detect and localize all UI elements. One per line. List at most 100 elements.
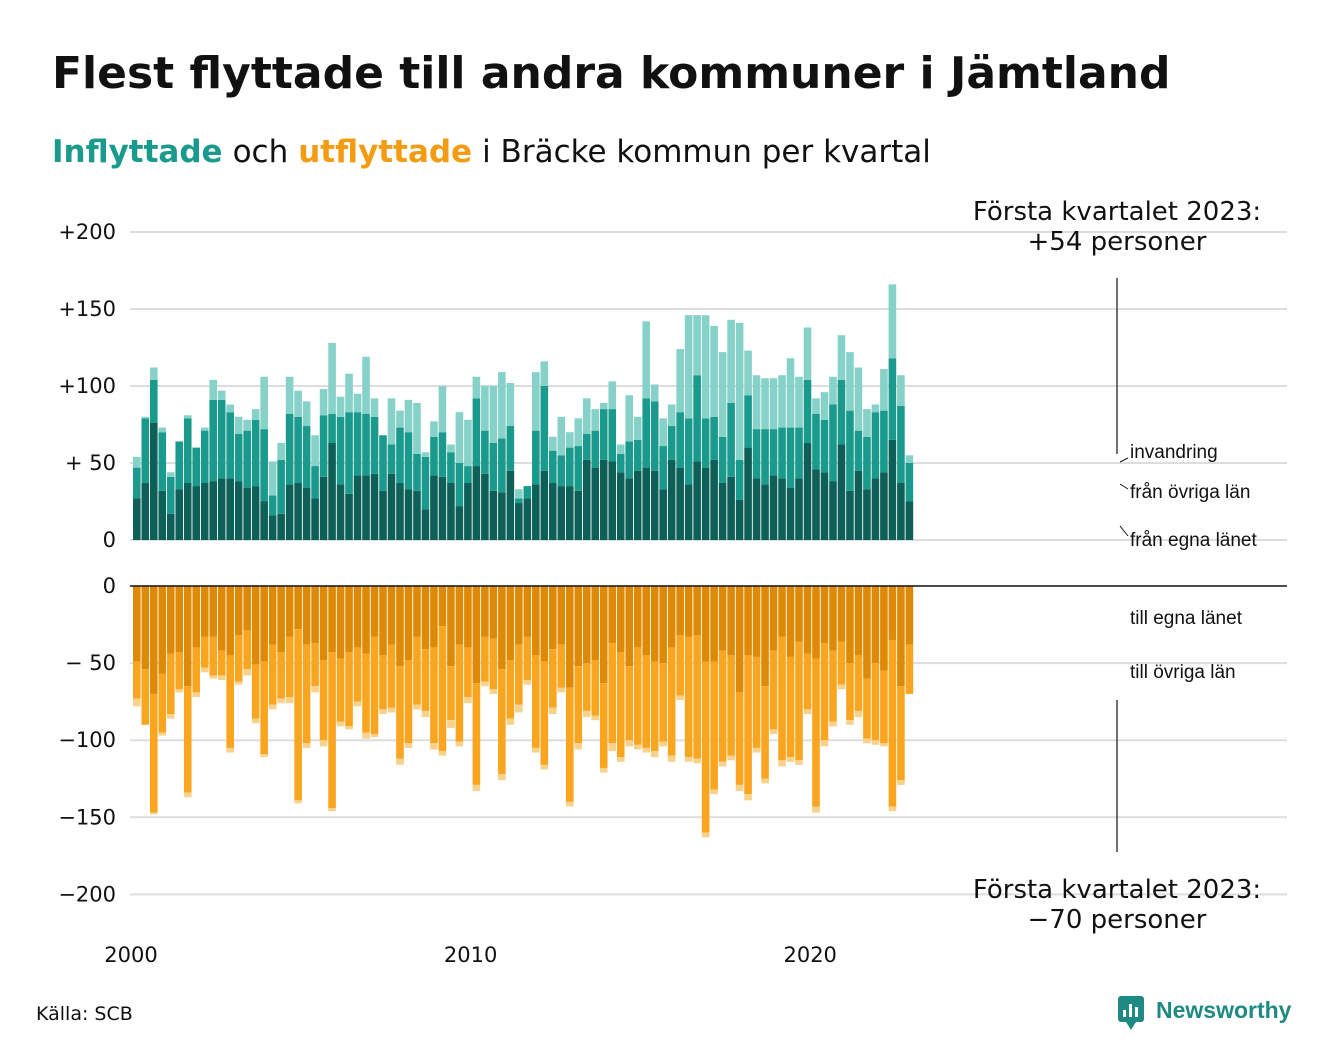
bar-till-egna-lanet [650, 586, 659, 662]
bar-till-ovriga-lan [260, 661, 268, 755]
bar-till-egna-lanet [633, 586, 642, 648]
bar-till-egna-lanet [413, 586, 421, 637]
bar-invandring [769, 378, 778, 430]
bar-till-egna-lanet [234, 586, 243, 636]
bar-till-ovriga-lan [353, 647, 362, 702]
bar-till-egna-lanet [515, 586, 523, 645]
bar-till-egna-lanet [888, 586, 897, 640]
bar-fran-egna-lanet [701, 467, 710, 540]
bar-invandring [387, 398, 396, 445]
bar-utflyttning-ovrigt [744, 794, 752, 801]
bar-fran-ovriga-lan [396, 427, 404, 484]
bar-utflyttning-ovrigt [506, 718, 515, 725]
bar-till-ovriga-lan [489, 638, 498, 690]
bar-till-egna-lanet [302, 586, 311, 645]
bar-utflyttning-ovrigt [854, 710, 863, 718]
bar-till-ovriga-lan [701, 661, 710, 833]
bar-till-egna-lanet [251, 586, 260, 665]
bar-fran-egna-lanet [684, 484, 693, 540]
bar-fran-ovriga-lan [608, 409, 617, 462]
bar-invandring [472, 376, 481, 399]
bar-till-ovriga-lan [294, 629, 302, 801]
bar-invandring [294, 390, 302, 417]
bar-till-egna-lanet [158, 586, 167, 674]
bar-utflyttning-ovrigt [684, 757, 693, 762]
bar-till-egna-lanet [481, 586, 489, 637]
bar-utflyttning-ovrigt [387, 707, 396, 713]
leader-fran-ovriga-lan [1119, 483, 1129, 490]
bar-invandring [650, 384, 659, 402]
bar-till-ovriga-lan [209, 636, 218, 676]
bar-fran-ovriga-lan [217, 399, 226, 479]
bar-fran-egna-lanet [574, 490, 583, 540]
bar-fran-ovriga-lan [149, 379, 158, 423]
bar-till-ovriga-lan [616, 652, 625, 758]
bar-fran-egna-lanet [370, 473, 379, 540]
bar-fran-egna-lanet [251, 486, 260, 540]
bar-till-ovriga-lan [421, 649, 430, 711]
bar-till-egna-lanet [625, 586, 634, 667]
bar-fran-ovriga-lan [659, 446, 667, 490]
bar-fran-egna-lanet [243, 487, 251, 540]
bar-till-egna-lanet [752, 586, 761, 657]
bar-fran-egna-lanet [761, 484, 769, 540]
bar-fran-ovriga-lan [345, 412, 353, 494]
bar-invandring [642, 321, 650, 399]
bar-till-egna-lanet [897, 586, 905, 687]
bar-till-ovriga-lan [786, 656, 795, 758]
bar-till-ovriga-lan [498, 669, 506, 775]
bar-invandring [701, 315, 710, 419]
bar-fran-egna-lanet [820, 472, 829, 540]
bar-till-egna-lanet [727, 586, 735, 656]
bar-till-ovriga-lan [684, 636, 693, 758]
bar-till-ovriga-lan [837, 641, 846, 685]
bar-utflyttning-ovrigt [591, 715, 600, 721]
chart-title: Flest flyttade till andra kommuner i Jäm… [52, 48, 1171, 99]
bar-utflyttning-ovrigt [676, 695, 684, 701]
bar-fran-ovriga-lan [183, 418, 192, 484]
bar-utflyttning-ovrigt [837, 684, 846, 690]
bar-fran-egna-lanet [447, 483, 455, 540]
bar-till-ovriga-lan [277, 652, 285, 699]
bar-fran-egna-lanet [200, 483, 209, 540]
bar-till-egna-lanet [209, 586, 218, 637]
bar-till-ovriga-lan [769, 650, 778, 730]
bar-invandring [710, 325, 718, 417]
bar-invandring [871, 404, 880, 413]
bar-till-egna-lanet [744, 586, 752, 656]
bar-utflyttning-ovrigt [234, 681, 243, 685]
bar-invandring [251, 409, 260, 420]
bar-invandring [277, 442, 285, 460]
bar-till-ovriga-lan [515, 644, 523, 705]
newsworthy-logo: Newsworthy [1118, 996, 1292, 1030]
bar-fran-ovriga-lan [863, 436, 871, 490]
bar-fran-ovriga-lan [880, 410, 888, 473]
bar-fran-egna-lanet [302, 487, 311, 540]
bar-till-egna-lanet [311, 586, 319, 644]
bar-fran-egna-lanet [846, 490, 854, 540]
bar-utflyttning-ovrigt [302, 743, 311, 748]
bar-till-ovriga-lan [693, 635, 701, 759]
bar-utflyttning-ovrigt [667, 755, 676, 762]
bar-utflyttning-ovrigt [430, 743, 438, 750]
subtitle-utflyttade: utflyttade [298, 134, 472, 170]
bar-utflyttning-ovrigt [795, 760, 803, 765]
bar-invandring [455, 412, 464, 463]
outflow-bars [133, 586, 914, 838]
label-till-egna-lanet: till egna länet [1130, 608, 1243, 629]
bar-utflyttning-ovrigt [175, 689, 184, 693]
bar-till-egna-lanet [778, 586, 786, 637]
bar-till-ovriga-lan [778, 636, 786, 761]
bar-till-ovriga-lan [285, 636, 294, 698]
bar-invandring [718, 352, 727, 437]
bar-fran-ovriga-lan [591, 430, 600, 468]
bar-invandring [268, 461, 277, 496]
bar-fran-ovriga-lan [285, 413, 294, 485]
bar-fran-egna-lanet [498, 492, 506, 540]
xtick-label: 2020 [783, 943, 836, 967]
bar-till-ovriga-lan [149, 693, 158, 813]
bar-fran-ovriga-lan [642, 398, 650, 468]
bar-utflyttning-ovrigt [633, 744, 642, 750]
bar-fran-ovriga-lan [175, 441, 184, 490]
bar-utflyttning-ovrigt [820, 740, 829, 747]
